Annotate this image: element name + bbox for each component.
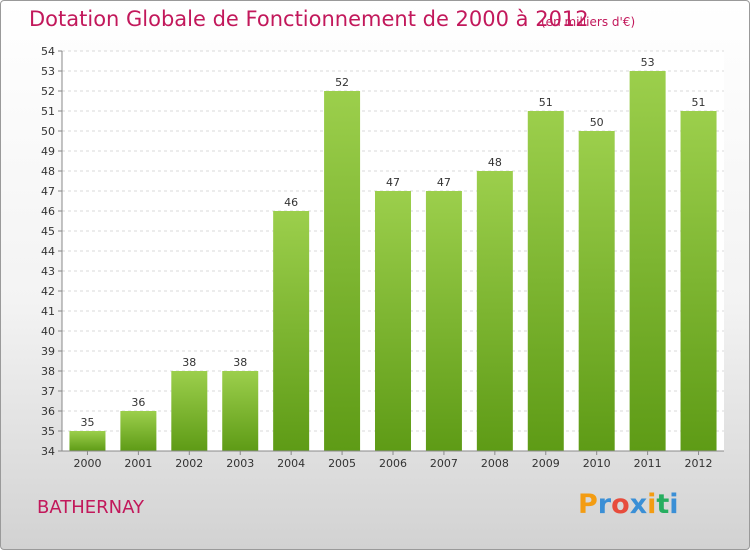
bar-2007 — [425, 191, 462, 451]
x-tick-label: 2012 — [685, 457, 713, 470]
bar-2001 — [120, 411, 157, 451]
y-tick-label: 47 — [41, 185, 55, 198]
bar-value-label: 51 — [692, 96, 706, 109]
logo-letter: t — [656, 489, 670, 520]
bar-value-label: 38 — [182, 356, 196, 369]
bars — [69, 71, 717, 451]
y-tick-label: 46 — [41, 205, 55, 218]
y-tick-label: 52 — [41, 85, 55, 98]
bar-2009 — [527, 111, 564, 451]
logo-letter: P — [578, 489, 598, 520]
x-tick-label: 2004 — [277, 457, 305, 470]
bar-2002 — [171, 371, 208, 451]
y-tick-label: 42 — [41, 285, 55, 298]
bar-value-label: 53 — [641, 56, 655, 69]
bar-value-label: 35 — [80, 416, 94, 429]
bar-2012 — [680, 111, 717, 451]
x-tick-label: 2007 — [430, 457, 458, 470]
y-tick-label: 38 — [41, 365, 55, 378]
y-tick-label: 36 — [41, 405, 55, 418]
y-tick-label: 43 — [41, 265, 55, 278]
bar-value-label: 47 — [437, 176, 451, 189]
proxiti-logo: Proxiti — [578, 489, 679, 520]
bar-value-label: 52 — [335, 76, 349, 89]
y-tick-label: 53 — [41, 65, 55, 78]
bar-value-label: 46 — [284, 196, 298, 209]
bar-2005 — [324, 91, 361, 451]
y-tick-label: 50 — [41, 125, 55, 138]
y-tick-label: 51 — [41, 105, 55, 118]
y-tick-label: 37 — [41, 385, 55, 398]
y-tick-label: 48 — [41, 165, 55, 178]
logo-letter: r — [597, 489, 612, 520]
chart-subtitle: (en milliers d'€) — [541, 15, 636, 29]
y-tick-label: 45 — [41, 225, 55, 238]
y-tick-label: 44 — [41, 245, 55, 258]
bar-2010 — [578, 131, 615, 451]
bar-value-label: 51 — [539, 96, 553, 109]
x-tick-label: 2003 — [226, 457, 254, 470]
x-tick-label: 2009 — [532, 457, 560, 470]
x-tick-label: 2000 — [73, 457, 101, 470]
logo-letter: o — [611, 489, 630, 520]
y-tick-label: 39 — [41, 345, 55, 358]
bar-value-label: 48 — [488, 156, 502, 169]
place-name: BATHERNAY — [37, 497, 145, 518]
logo-letter: i — [669, 489, 679, 520]
x-tick-label: 2001 — [124, 457, 152, 470]
x-tick-label: 2010 — [583, 457, 611, 470]
y-tick-label: 40 — [41, 325, 55, 338]
bar-value-label: 38 — [233, 356, 247, 369]
y-tick-label: 34 — [41, 445, 55, 458]
bar-2000 — [69, 431, 106, 451]
logo-letter: i — [647, 489, 657, 520]
bar-2006 — [375, 191, 411, 451]
logo-letter: x — [629, 489, 648, 520]
bar-value-label: 47 — [386, 176, 400, 189]
bar-2008 — [476, 171, 513, 451]
y-tick-label: 35 — [41, 425, 55, 438]
bar-2003 — [222, 371, 259, 451]
bar-2011 — [629, 71, 666, 451]
x-tick-label: 2006 — [379, 457, 407, 470]
y-tick-label: 54 — [41, 45, 55, 58]
bar-2004 — [273, 211, 310, 451]
x-tick-label: 2008 — [481, 457, 509, 470]
x-axis-ticks: 2000 2001 2002 2003 2004 2005 2006 2007 2008 2009… — [73, 451, 713, 470]
y-tick-label: 41 — [41, 305, 55, 318]
y-axis-ticks: 34 35 36 37 38 39 40 41 42 43 44 45 46 47 48 49 50 51 52 53… — [41, 45, 62, 458]
bar-value-label: 50 — [590, 116, 604, 129]
x-tick-label: 2002 — [175, 457, 203, 470]
bar-value-label: 36 — [131, 396, 145, 409]
x-tick-label: 2005 — [328, 457, 356, 470]
chart-title: Dotation Globale de Fonctionnement de 20… — [29, 7, 589, 31]
bar-value-labels: 35 36 38 38 46 52 47 47 48 51 50 53 51 — [80, 56, 705, 429]
y-tick-label: 49 — [41, 145, 55, 158]
x-tick-label: 2011 — [634, 457, 662, 470]
